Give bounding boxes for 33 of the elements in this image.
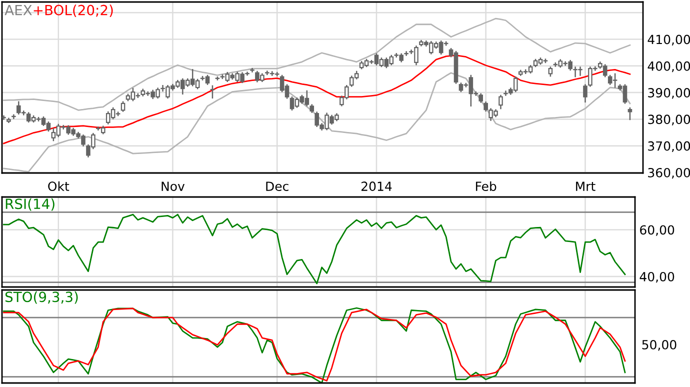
candlestick [498,94,503,110]
candlestick [12,114,16,120]
candlestick [120,101,126,112]
series-label: RSI(14) [6,198,54,211]
x-tick-label: 2014 [362,182,392,192]
y-tick-label: 360,00 [648,168,690,179]
x-tick-label: Okt [48,181,70,192]
x-tick-label: Dec [266,182,288,192]
y-tick-label: 380,00 [648,114,690,126]
y-tick-label: 40,00 [640,272,674,283]
line-series [3,18,631,111]
candlestick [404,51,408,56]
y-tick-label: 60,00 [640,225,674,236]
candlestick [583,84,588,103]
candlestick [250,68,254,72]
candlestick [628,107,632,120]
y-tick-label: 390,00 [648,88,690,99]
line-series [3,214,626,284]
x-tick-label: Feb [476,181,496,192]
y-tick-label: 370,00 [648,141,690,152]
x-tick-label: Mrt [576,182,596,191]
line-series [3,54,631,144]
candlestick [215,76,220,80]
line-series [3,72,631,172]
series-label: STO(9,3,3) [5,291,78,304]
candlestick [2,115,6,120]
x-tick-label: Nov [162,182,185,192]
y-tick-label: 410,00 [648,34,690,46]
chart-title: AEX [4,4,32,16]
y-tick-label: 400,00 [648,61,690,72]
text: +BOL(20;2) [34,4,113,17]
text: 50,00 [642,340,676,351]
candlestick [210,85,215,99]
